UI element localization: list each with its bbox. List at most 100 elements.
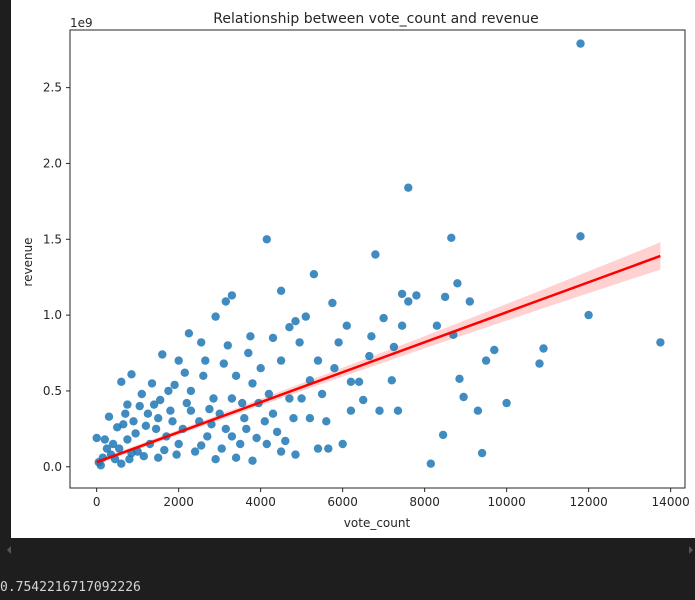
scatter-point xyxy=(248,456,257,465)
scatter-point xyxy=(147,379,157,388)
scatter-point xyxy=(268,409,278,418)
scatter-point xyxy=(96,461,106,470)
scatter-point xyxy=(473,406,483,415)
y-tick-label: 0.0 xyxy=(43,460,62,474)
scatter-point xyxy=(174,439,183,449)
scatter-point xyxy=(317,389,327,399)
scatter-point xyxy=(160,445,169,455)
scatter-point xyxy=(342,321,351,330)
scatter-point xyxy=(127,370,136,379)
scatter-point xyxy=(211,312,220,321)
scatter-point xyxy=(260,417,269,426)
scatter-point xyxy=(404,183,413,192)
scatter-point xyxy=(154,414,163,423)
scatter-point xyxy=(219,359,228,368)
scatter-point xyxy=(182,398,191,408)
x-tick-label: 4000 xyxy=(245,495,276,509)
scatter-point xyxy=(367,332,376,341)
scatter-point xyxy=(199,371,208,380)
scatter-point xyxy=(539,344,548,353)
scatter-point xyxy=(375,406,384,415)
scatter-point xyxy=(313,356,323,365)
scatter-point xyxy=(164,386,173,396)
scatter-point xyxy=(453,279,462,288)
scroll-right-arrow-icon[interactable] xyxy=(689,546,693,554)
scatter-point xyxy=(305,414,315,423)
scatter-point xyxy=(117,459,126,468)
scatter-point xyxy=(438,430,448,440)
scatter-point xyxy=(289,414,298,423)
scatter-point xyxy=(172,450,181,459)
scatter-point xyxy=(158,350,167,359)
scatter-point xyxy=(180,368,189,377)
x-tick-label: 0 xyxy=(93,495,101,509)
y-offset-label: 1e9 xyxy=(70,16,93,30)
scatter-point xyxy=(203,432,212,441)
scatter-point xyxy=(481,356,491,365)
scatter-point xyxy=(197,441,206,450)
scatter-point xyxy=(137,389,146,399)
scatter-point xyxy=(465,297,474,306)
confidence-band xyxy=(96,242,661,465)
scatter-point xyxy=(535,359,544,368)
scatter-point xyxy=(227,432,237,441)
scatter-point xyxy=(262,235,271,244)
scroll-left-arrow-icon[interactable] xyxy=(7,546,11,554)
scatter-point xyxy=(209,394,218,403)
scatter-point xyxy=(276,447,286,456)
scatter-point xyxy=(322,417,331,426)
scatter-point xyxy=(276,286,286,295)
scatter-point xyxy=(313,444,323,453)
scatter-point xyxy=(221,297,230,306)
scatter-point xyxy=(440,292,450,302)
scatter-point xyxy=(115,444,124,453)
scatter-point xyxy=(576,39,585,48)
scatter-point xyxy=(121,409,130,418)
scatter-point xyxy=(156,395,165,405)
x-tick-label: 10000 xyxy=(488,495,526,509)
scatter-point xyxy=(246,332,255,341)
scatter-point xyxy=(346,377,356,386)
scatter-point xyxy=(201,356,210,365)
scatter-point xyxy=(211,455,220,464)
scatter-point xyxy=(205,404,214,414)
scatter-point xyxy=(227,291,237,300)
scatter-point xyxy=(291,450,300,459)
scatter-point xyxy=(154,453,163,462)
scatter-point xyxy=(102,444,112,453)
scatter-point xyxy=(301,312,310,321)
scatter-point xyxy=(108,439,118,449)
scatter-point xyxy=(346,406,356,415)
figure-area: Relationship between vote_count and reve… xyxy=(11,0,695,538)
scatter-point xyxy=(123,400,132,409)
scatter-point xyxy=(231,453,241,462)
y-tick-label: 2.0 xyxy=(43,156,62,170)
scatter-point xyxy=(119,420,128,429)
scatter-point xyxy=(477,448,487,458)
scatter-point xyxy=(328,298,337,308)
scatter-chart: Relationship between vote_count and reve… xyxy=(21,11,690,530)
scatter-point xyxy=(217,444,226,453)
x-tick-label: 2000 xyxy=(163,495,194,509)
scatter-point xyxy=(190,447,200,456)
scatter-point xyxy=(123,435,132,444)
printed-output-value: 0.7542216717092226 xyxy=(0,580,141,595)
scatter-point xyxy=(256,364,265,373)
x-tick-label: 12000 xyxy=(570,495,608,509)
y-tick-label: 2.5 xyxy=(43,81,62,95)
scatter-point xyxy=(455,374,464,383)
scatter-point xyxy=(502,398,511,408)
scatter-point xyxy=(141,421,151,430)
x-tick-label: 8000 xyxy=(409,495,440,509)
scatter-point xyxy=(334,338,343,347)
scatter-point xyxy=(338,439,347,449)
scatter-point xyxy=(117,377,126,386)
scatter-point xyxy=(359,395,368,405)
x-tick-label: 6000 xyxy=(327,495,358,509)
horizontal-scrollbar[interactable] xyxy=(0,538,695,564)
scatter-point xyxy=(412,291,421,300)
scatter-point xyxy=(166,406,175,415)
scatter-point xyxy=(131,429,140,438)
scatter-point xyxy=(354,377,364,386)
y-tick-label: 0.5 xyxy=(43,384,62,398)
